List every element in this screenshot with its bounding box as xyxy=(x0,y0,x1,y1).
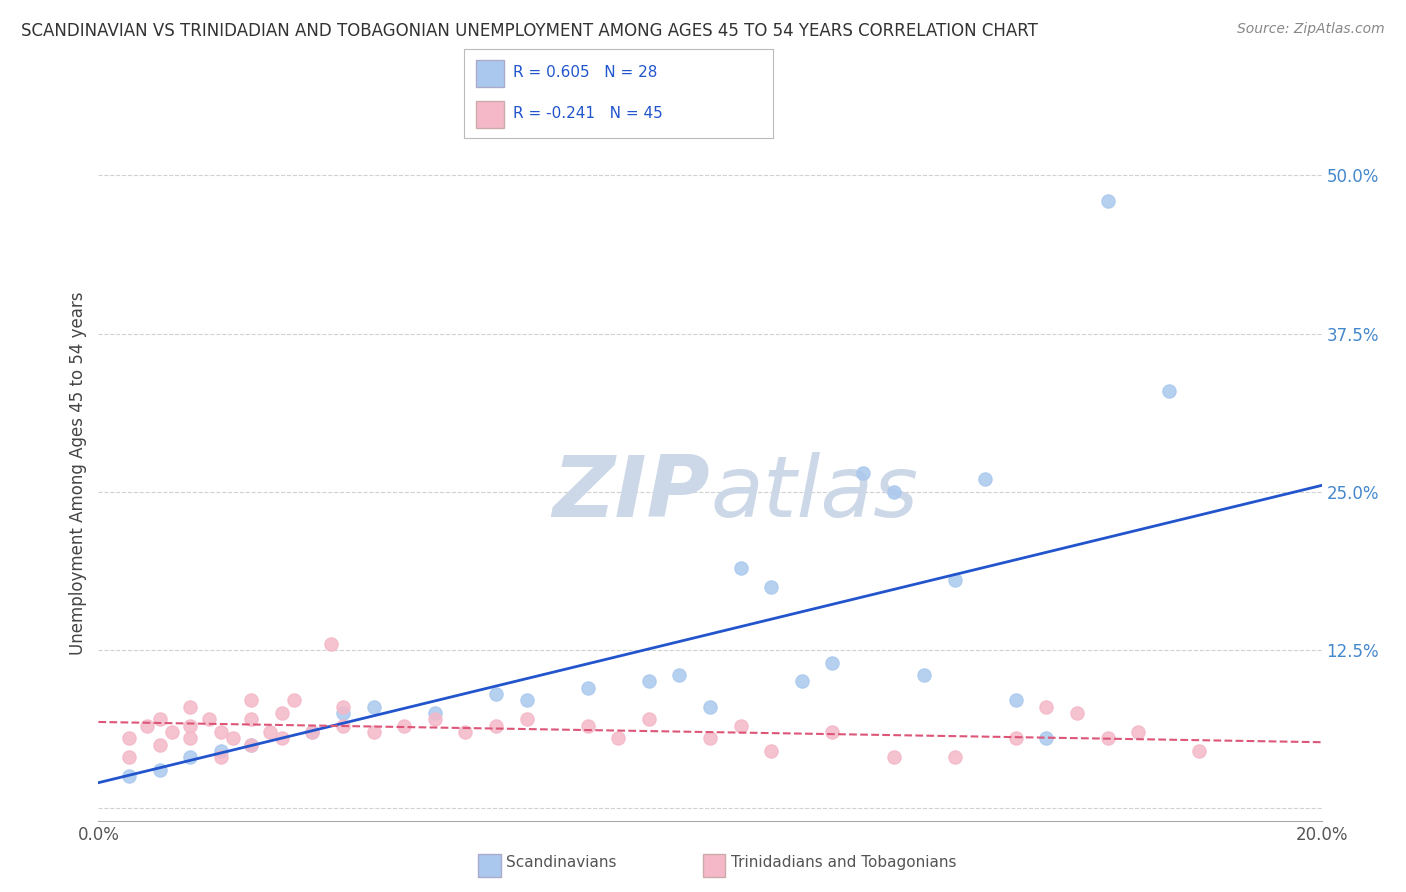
Point xyxy=(1097,731,1119,746)
Point xyxy=(209,744,232,758)
Point xyxy=(516,713,538,727)
Point xyxy=(821,656,844,670)
Point xyxy=(637,713,661,727)
Point xyxy=(197,713,219,727)
Point xyxy=(821,725,844,739)
Point xyxy=(576,719,599,733)
Point xyxy=(118,769,141,783)
Point xyxy=(301,725,323,739)
Point xyxy=(319,636,342,650)
Point xyxy=(179,731,201,746)
Text: R = 0.605   N = 28: R = 0.605 N = 28 xyxy=(513,65,658,79)
Point xyxy=(759,580,782,594)
Point xyxy=(332,706,354,720)
Point xyxy=(240,713,263,727)
Point xyxy=(149,763,172,777)
Point xyxy=(179,699,201,714)
Point xyxy=(607,731,630,746)
Point xyxy=(668,668,690,682)
Text: R = -0.241   N = 45: R = -0.241 N = 45 xyxy=(513,106,664,120)
Point xyxy=(118,750,141,764)
Point xyxy=(283,693,305,707)
Point xyxy=(852,466,875,480)
Point xyxy=(637,674,661,689)
Point xyxy=(118,731,141,746)
Point xyxy=(240,693,263,707)
Point xyxy=(730,719,752,733)
Point xyxy=(240,738,263,752)
Point xyxy=(699,731,721,746)
Point xyxy=(943,574,966,588)
Point xyxy=(149,738,172,752)
Point xyxy=(1097,194,1119,208)
Point xyxy=(1157,384,1180,398)
Point xyxy=(240,738,263,752)
Point xyxy=(222,731,245,746)
Point xyxy=(209,725,232,739)
FancyBboxPatch shape xyxy=(477,60,505,87)
Text: SCANDINAVIAN VS TRINIDADIAN AND TOBAGONIAN UNEMPLOYMENT AMONG AGES 45 TO 54 YEAR: SCANDINAVIAN VS TRINIDADIAN AND TOBAGONI… xyxy=(21,22,1038,40)
Point xyxy=(790,674,813,689)
Point xyxy=(883,750,905,764)
Point xyxy=(259,725,281,739)
Point xyxy=(1035,699,1057,714)
Point xyxy=(883,484,905,499)
Point xyxy=(423,713,446,727)
Point xyxy=(301,725,323,739)
Point xyxy=(363,699,385,714)
Point xyxy=(332,719,354,733)
Y-axis label: Unemployment Among Ages 45 to 54 years: Unemployment Among Ages 45 to 54 years xyxy=(69,291,87,655)
Point xyxy=(1004,731,1026,746)
Point xyxy=(136,719,159,733)
Point xyxy=(209,750,232,764)
Point xyxy=(423,706,446,720)
Text: ZIP: ZIP xyxy=(553,452,710,535)
Point xyxy=(516,693,538,707)
Text: atlas: atlas xyxy=(710,452,918,535)
Point xyxy=(179,750,201,764)
Point xyxy=(485,687,508,701)
Point xyxy=(270,731,292,746)
Point xyxy=(149,713,172,727)
Point xyxy=(485,719,508,733)
Point xyxy=(912,668,935,682)
Point xyxy=(759,744,782,758)
FancyBboxPatch shape xyxy=(477,101,505,128)
Point xyxy=(270,706,292,720)
Point xyxy=(160,725,183,739)
Point xyxy=(1035,731,1057,746)
Point xyxy=(576,681,599,695)
Point xyxy=(363,725,385,739)
Point xyxy=(730,560,752,574)
Point xyxy=(454,725,477,739)
Point xyxy=(1004,693,1026,707)
Point xyxy=(699,699,721,714)
Point xyxy=(179,719,201,733)
Text: Source: ZipAtlas.com: Source: ZipAtlas.com xyxy=(1237,22,1385,37)
Point xyxy=(974,472,997,486)
Text: Scandinavians: Scandinavians xyxy=(506,855,617,870)
Point xyxy=(332,699,354,714)
Point xyxy=(1188,744,1211,758)
Point xyxy=(1128,725,1150,739)
Point xyxy=(1066,706,1088,720)
Point xyxy=(943,750,966,764)
Point xyxy=(392,719,416,733)
Text: Trinidadians and Tobagonians: Trinidadians and Tobagonians xyxy=(731,855,956,870)
